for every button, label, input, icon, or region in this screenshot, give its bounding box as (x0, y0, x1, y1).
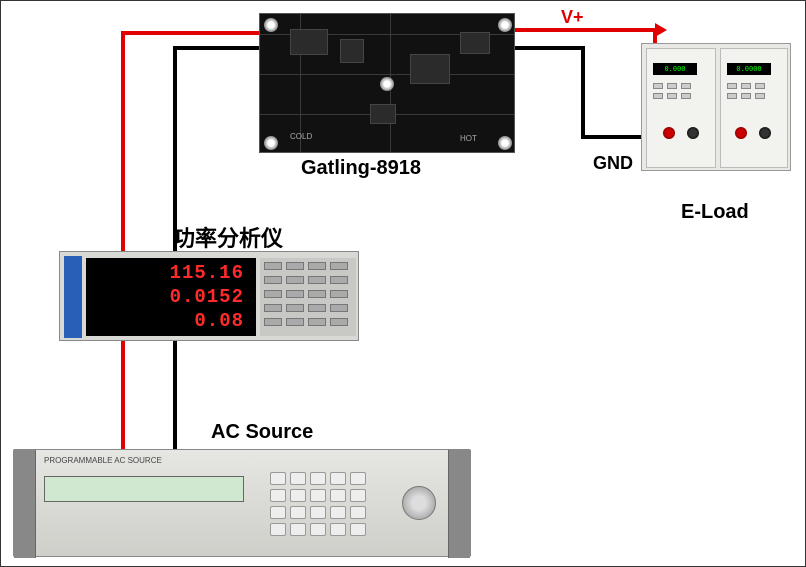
eload-jack-red-2 (735, 127, 747, 139)
eload-display-1: 0.000 (653, 63, 697, 75)
eload-device: 0.000 0.0000 (641, 43, 791, 171)
analyzer-reading-3: 0.08 (94, 310, 244, 332)
wire-pcb-to-eload-black-h1 (513, 46, 585, 50)
ac-source-brand: PROGRAMMABLE AC SOURCE (44, 456, 162, 465)
pcb-mark-cold: COLD (290, 132, 312, 141)
eload-jack-black-1 (687, 127, 699, 139)
wire-ac-to-analyzer-black-v (173, 336, 177, 453)
wire-pcb-to-eload-red-h (513, 28, 657, 32)
eload-jack-black-2 (759, 127, 771, 139)
label-acsource: AC Source (211, 421, 313, 444)
label-pcb: Gatling-8918 (301, 157, 421, 180)
label-vplus: V+ (561, 7, 584, 28)
wire-ac-to-analyzer-red-v (121, 336, 125, 453)
power-analyzer: 115.16 0.0152 0.08 (59, 251, 359, 341)
wire-analyzer-to-pcb-red-h (121, 31, 261, 35)
pcb-mark-hot: HOT (460, 134, 477, 143)
diagram-canvas: COLD HOT 0.000 0.0000 (0, 0, 806, 567)
ac-source-lcd (44, 476, 244, 502)
ac-source-knob (402, 486, 436, 520)
analyzer-reading-2: 0.0152 (94, 286, 244, 308)
analyzer-reading-1: 115.16 (94, 262, 244, 284)
eload-jack-red-1 (663, 127, 675, 139)
wire-analyzer-to-pcb-black-h (173, 46, 261, 50)
label-gnd: GND (593, 153, 633, 174)
wire-analyzer-to-pcb-red-v (121, 31, 125, 256)
ac-source: PROGRAMMABLE AC SOURCE (13, 449, 471, 557)
wire-pcb-to-eload-black-v (581, 46, 585, 139)
ac-source-keypad (270, 472, 380, 542)
pcb-board: COLD HOT (259, 13, 515, 153)
label-eload: E-Load (681, 201, 749, 224)
label-analyzer: 功率分析仪 (173, 221, 283, 253)
eload-display-2: 0.0000 (727, 63, 771, 75)
